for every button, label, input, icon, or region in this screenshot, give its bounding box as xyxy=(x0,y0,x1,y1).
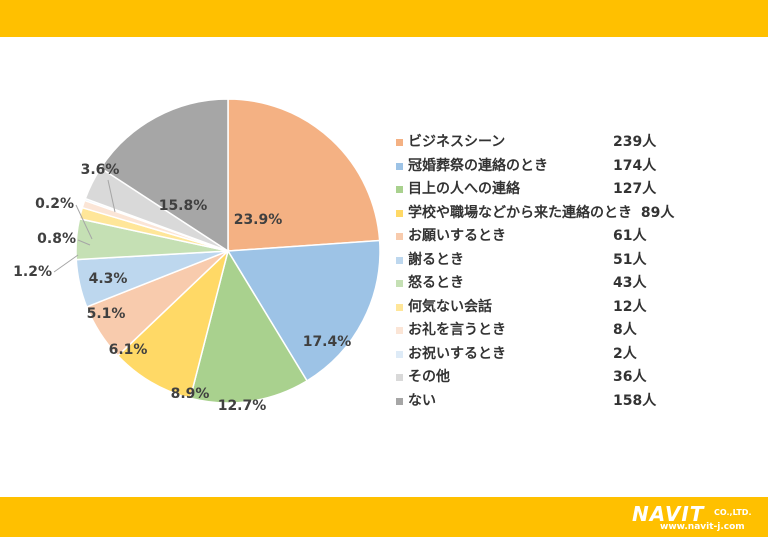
logo-suffix: CO.,LTD. xyxy=(714,508,752,517)
legend-count: 36人 xyxy=(613,369,647,385)
legend-item: 学校や職場などから来た連絡のとき 89人 xyxy=(396,202,756,226)
legend-item: 冠婚葬祭の連絡のとき 174人 xyxy=(396,155,756,179)
legend-count: 89人 xyxy=(640,204,675,221)
legend-label: 謝るとき xyxy=(408,251,464,268)
legend-item: 目上の人への連絡 127人 xyxy=(396,178,756,202)
legend-swatch xyxy=(396,350,403,358)
slice-percent-label: 5.1% xyxy=(87,306,126,322)
legend-count: 61人 xyxy=(613,228,647,244)
legend-count: 51人 xyxy=(613,251,647,268)
legend-count: 12人 xyxy=(613,298,647,315)
legend-count: 8人 xyxy=(613,322,637,338)
legend-swatch xyxy=(396,397,403,405)
slice-percent-label: 12.7% xyxy=(218,398,267,414)
legend-swatch xyxy=(396,186,403,193)
legend-label: お願いするとき xyxy=(408,228,506,244)
slice-percent-label: 8.9% xyxy=(171,386,210,402)
legend-label: 冠婚葬祭の連絡のとき xyxy=(408,157,548,174)
legend-swatch xyxy=(396,374,403,381)
pie-slice xyxy=(227,98,381,252)
navit-logo: NAVIT CO.,LTD. www.navit-j.com xyxy=(632,500,762,534)
legend-label: 何気ない会話 xyxy=(408,298,492,315)
legend-swatch xyxy=(396,327,403,334)
legend-swatch xyxy=(396,139,403,146)
bottom-banner xyxy=(0,497,768,537)
legend-swatch xyxy=(396,209,403,217)
legend-item: ビジネスシーン 239人 xyxy=(396,131,756,155)
legend-label: ない xyxy=(408,392,436,409)
leader-line xyxy=(77,239,91,246)
pie-chart: 23.9% 17.4% 12.7% 8.9% 6.1% 5.1% 4.3% 1.2% 0.8% 0… xyxy=(13,98,381,414)
legend-item: 何気ない会話 12人 xyxy=(396,296,756,320)
top-banner xyxy=(0,0,768,37)
logo-url: www.navit-j.com xyxy=(660,522,745,532)
chart-legend: ビジネスシーン 239人冠婚葬祭の連絡のとき 174人目上の人への連絡 127人学校や… xyxy=(396,131,756,413)
legend-item: お礼を言うとき 8人 xyxy=(396,319,756,343)
pie-slice xyxy=(226,239,381,382)
slice-percent-label: 1.2% xyxy=(13,264,52,280)
legend-item: 謝るとき 51人 xyxy=(396,249,756,273)
pie-slice xyxy=(116,248,230,400)
legend-item: お願いするとき 61人 xyxy=(396,225,756,249)
legend-count: 127人 xyxy=(613,181,657,197)
legend-label: お礼を言うとき xyxy=(408,322,506,338)
legend-label: お祝いするとき xyxy=(408,345,506,362)
pie-slice xyxy=(189,249,309,404)
legend-item: お祝いするとき 2人 xyxy=(396,343,756,367)
legend-count: 2人 xyxy=(613,345,637,362)
legend-item: ない 158人 xyxy=(396,390,756,414)
leader-line xyxy=(107,179,116,213)
slice-percent-label: 17.4% xyxy=(303,334,352,350)
legend-label: 学校や職場などから来た連絡のとき 89人 xyxy=(408,204,675,221)
slice-percent-label: 4.3% xyxy=(89,271,128,287)
legend-count: 43人 xyxy=(613,275,647,291)
legend-item: 怒るとき 43人 xyxy=(396,272,756,296)
legend-count: 239人 xyxy=(613,134,657,150)
legend-label: 怒るとき xyxy=(408,275,464,291)
legend-swatch xyxy=(396,256,403,264)
logo-name: NAVIT xyxy=(632,502,705,526)
legend-label: ビジネスシーン xyxy=(408,134,506,150)
slice-percent-label: 15.8% xyxy=(159,198,208,214)
slice-percent-label: 23.9% xyxy=(234,212,283,228)
legend-count: 158人 xyxy=(613,392,657,409)
legend-swatch xyxy=(396,303,403,311)
legend-count: 174人 xyxy=(613,157,657,174)
slice-percent-label: 3.6% xyxy=(81,162,120,178)
slice-percent-label: 0.8% xyxy=(37,231,76,247)
legend-swatch xyxy=(396,233,403,240)
legend-swatch xyxy=(396,280,403,287)
legend-item: その他 36人 xyxy=(396,366,756,390)
legend-swatch xyxy=(396,162,403,170)
slice-percent-label: 0.2% xyxy=(35,196,74,212)
legend-label: その他 xyxy=(408,369,450,385)
pie-slice xyxy=(99,98,229,253)
leader-line xyxy=(75,204,93,240)
leader-line xyxy=(53,254,79,273)
slice-percent-label: 6.1% xyxy=(109,342,148,358)
chart-area: 23.9% 17.4% 12.7% 8.9% 6.1% 5.1% 4.3% 1.2% 0.8% 0… xyxy=(0,37,768,497)
legend-label: 目上の人への連絡 xyxy=(408,181,520,197)
